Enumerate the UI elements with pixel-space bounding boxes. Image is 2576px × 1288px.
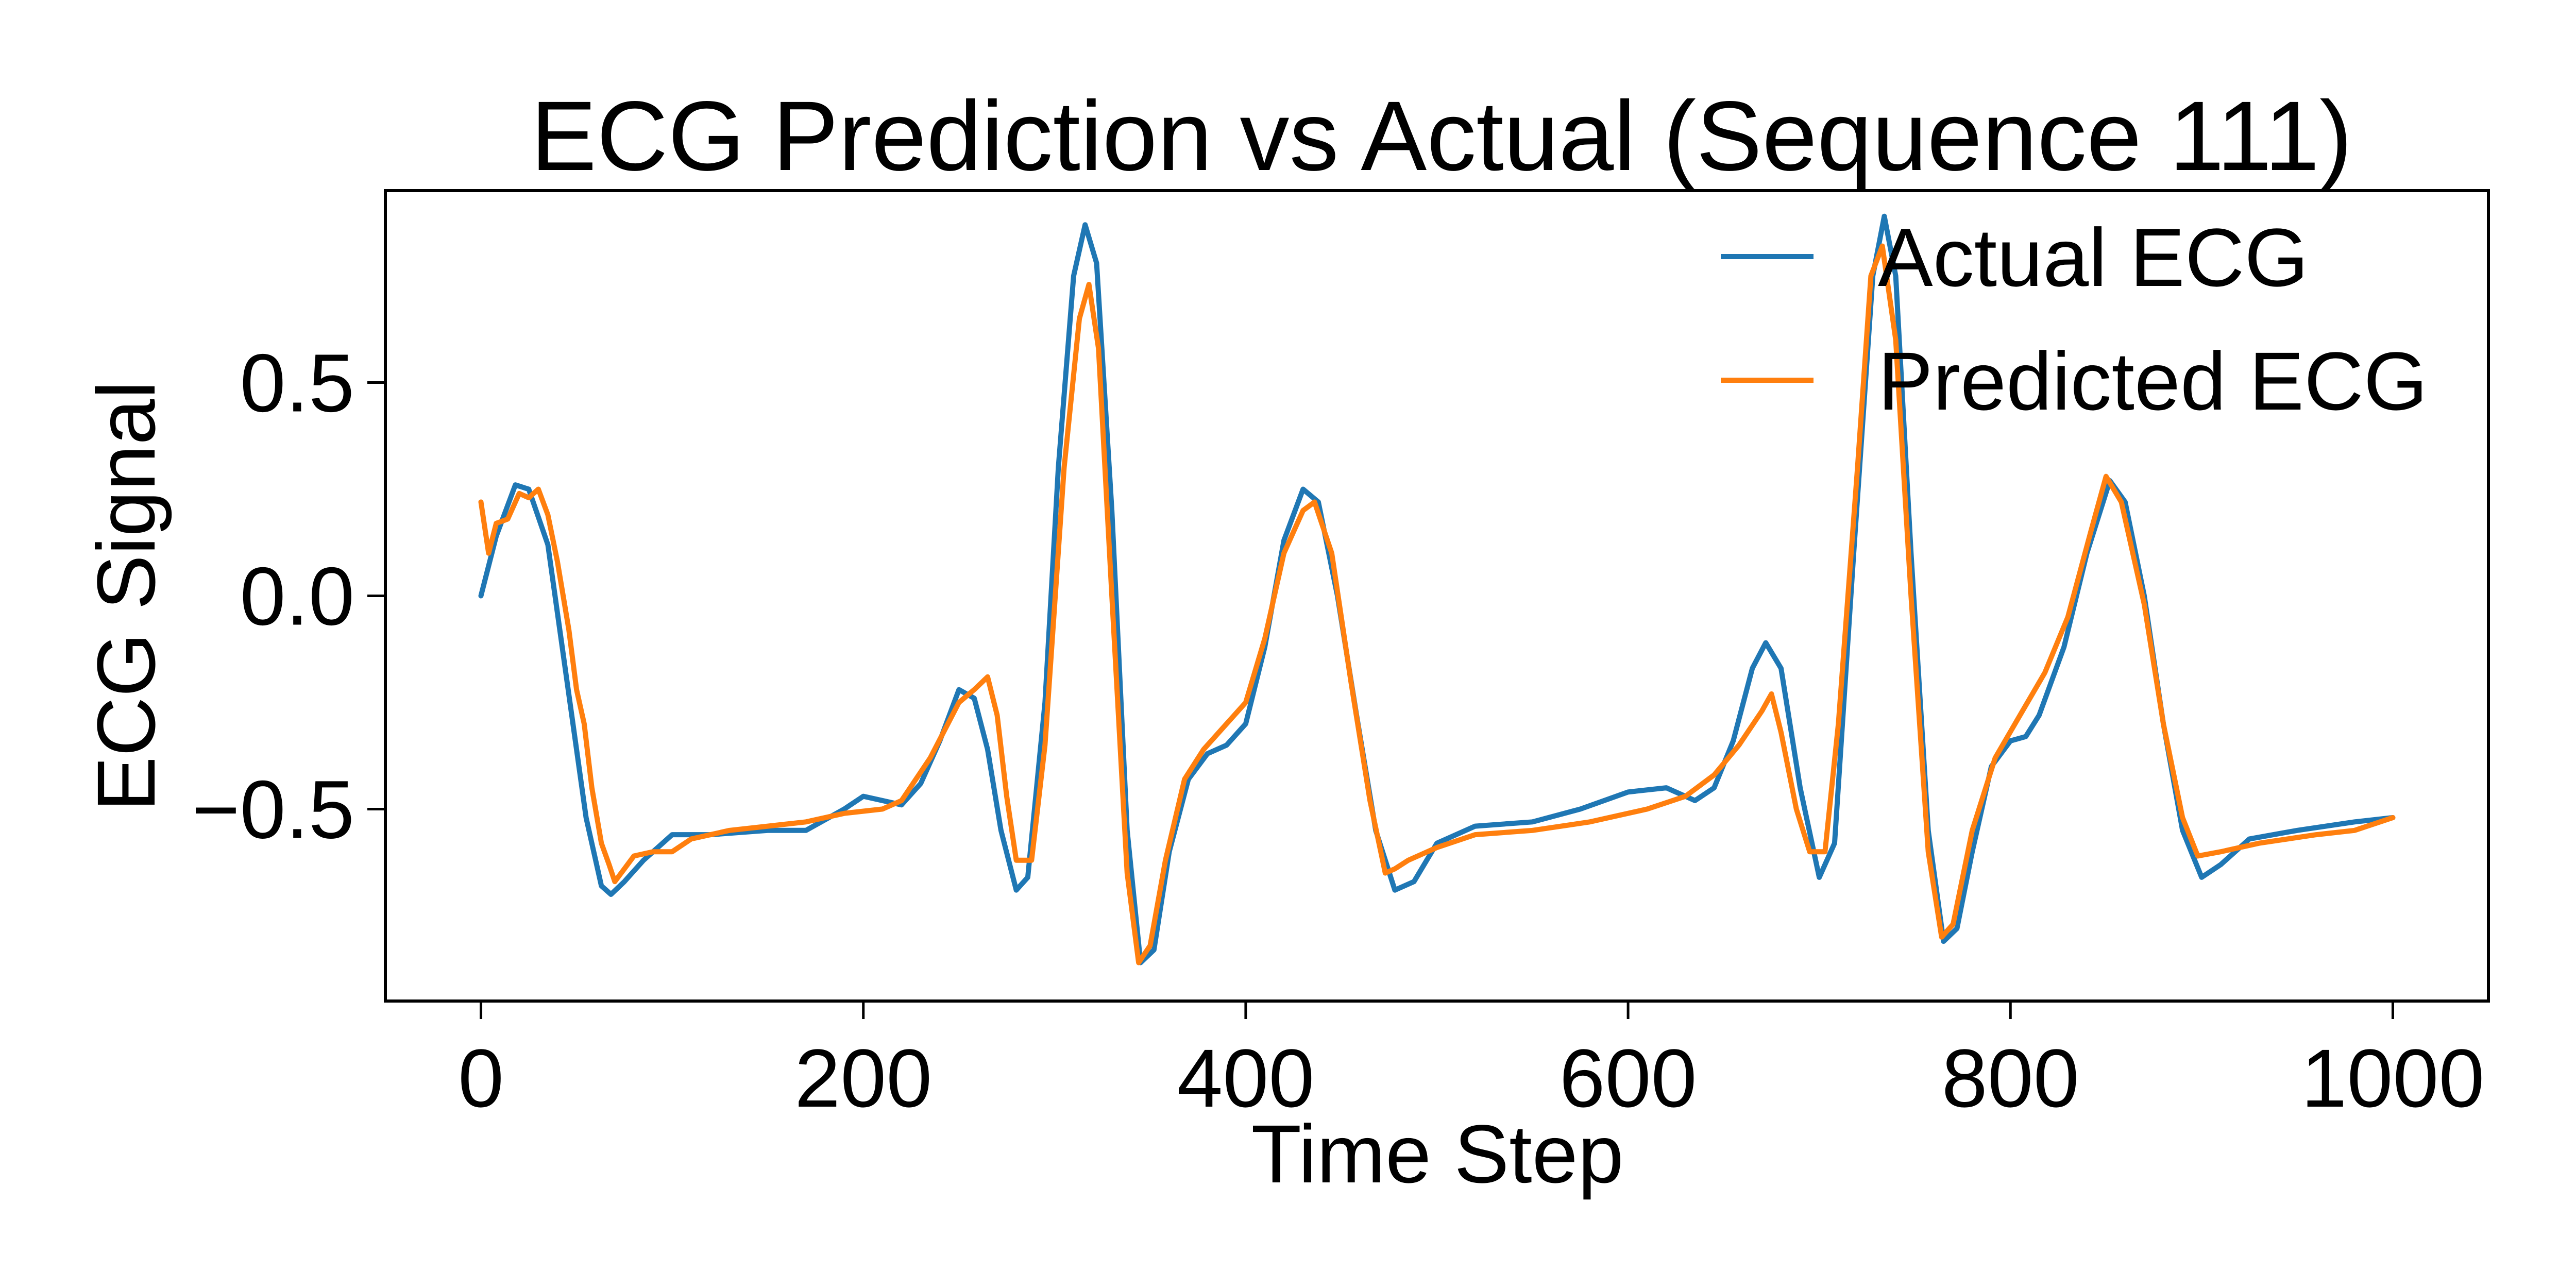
- y-axis-label: ECG Signal: [80, 381, 172, 811]
- legend-label-actual-ecg: Actual ECG: [1878, 211, 2309, 303]
- x-tick-label: 200: [794, 1032, 932, 1124]
- legend: Actual ECG Predicted ECG: [1721, 211, 2428, 427]
- x-tick-label: 600: [1560, 1032, 1697, 1124]
- series-lines: [478, 213, 2396, 965]
- x-tick-label: 1000: [2301, 1032, 2484, 1124]
- x-tick-label: 0: [458, 1032, 504, 1124]
- series-line-actual-ecg: [478, 213, 2396, 965]
- series-line-predicted-ecg: [478, 243, 2396, 965]
- y-tick-label: 0.5: [240, 337, 354, 429]
- y-axis-ticks: −0.5 0.0 0.5: [192, 337, 385, 855]
- plot-area-frame: [384, 189, 2490, 1003]
- y-tick-label: 0.0: [240, 550, 354, 642]
- legend-label-predicted-ecg: Predicted ECG: [1878, 335, 2428, 427]
- x-tick-label: 400: [1177, 1032, 1314, 1124]
- x-axis-ticks: 0 200 400 600 800 1000: [458, 1001, 2484, 1124]
- x-axis-label: Time Step: [1251, 1108, 1623, 1200]
- chart-title: ECG Prediction vs Actual (Sequence 111): [531, 80, 2352, 191]
- y-tick-label: −0.5: [192, 763, 354, 855]
- x-tick-label: 800: [1942, 1032, 2079, 1124]
